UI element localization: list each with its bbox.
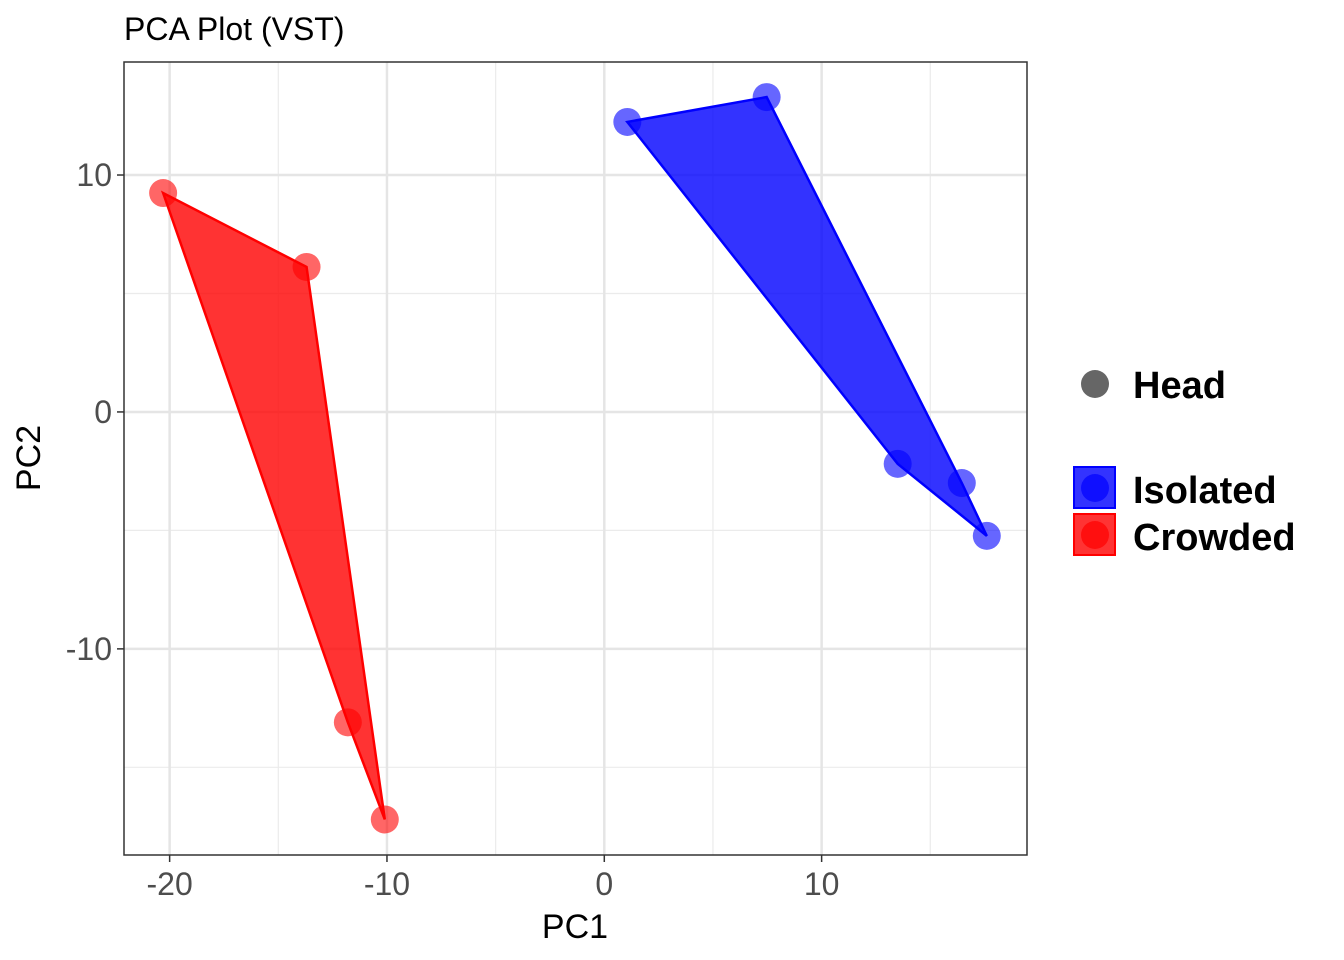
legend-isolated-label: Isolated: [1133, 470, 1277, 512]
x-tick-label: -10: [364, 866, 410, 902]
hull-isolated: [625, 95, 988, 537]
hulls: [160, 95, 988, 820]
point-crowded: [149, 179, 178, 208]
points: [149, 83, 1001, 834]
ticks: -20 -10 0 10 -10 0 10: [66, 157, 840, 902]
chart-title: PCA Plot (VST): [124, 11, 345, 47]
legend-head-key: [1081, 370, 1109, 398]
y-tick-label: 10: [76, 157, 112, 193]
point-isolated: [947, 469, 976, 498]
point-isolated: [613, 107, 642, 136]
point-isolated: [883, 449, 912, 478]
point-crowded: [333, 708, 362, 737]
legend-head-label: Head: [1133, 365, 1226, 407]
x-axis-label: PC1: [542, 908, 608, 946]
legend: Head Isolated Crowded: [1073, 365, 1296, 559]
legend-crowded-label: Crowded: [1133, 517, 1296, 559]
x-tick-label: 0: [595, 866, 613, 902]
point-isolated: [972, 521, 1001, 550]
y-tick-label: -10: [66, 631, 112, 667]
y-tick-label: 0: [94, 394, 112, 430]
y-axis-label: PC2: [10, 425, 48, 491]
x-tick-label: 10: [804, 866, 840, 902]
point-crowded: [370, 805, 399, 834]
point-crowded: [292, 252, 321, 281]
panel-border: [123, 61, 1028, 856]
point-isolated: [752, 83, 781, 112]
x-tick-label: -20: [147, 866, 193, 902]
